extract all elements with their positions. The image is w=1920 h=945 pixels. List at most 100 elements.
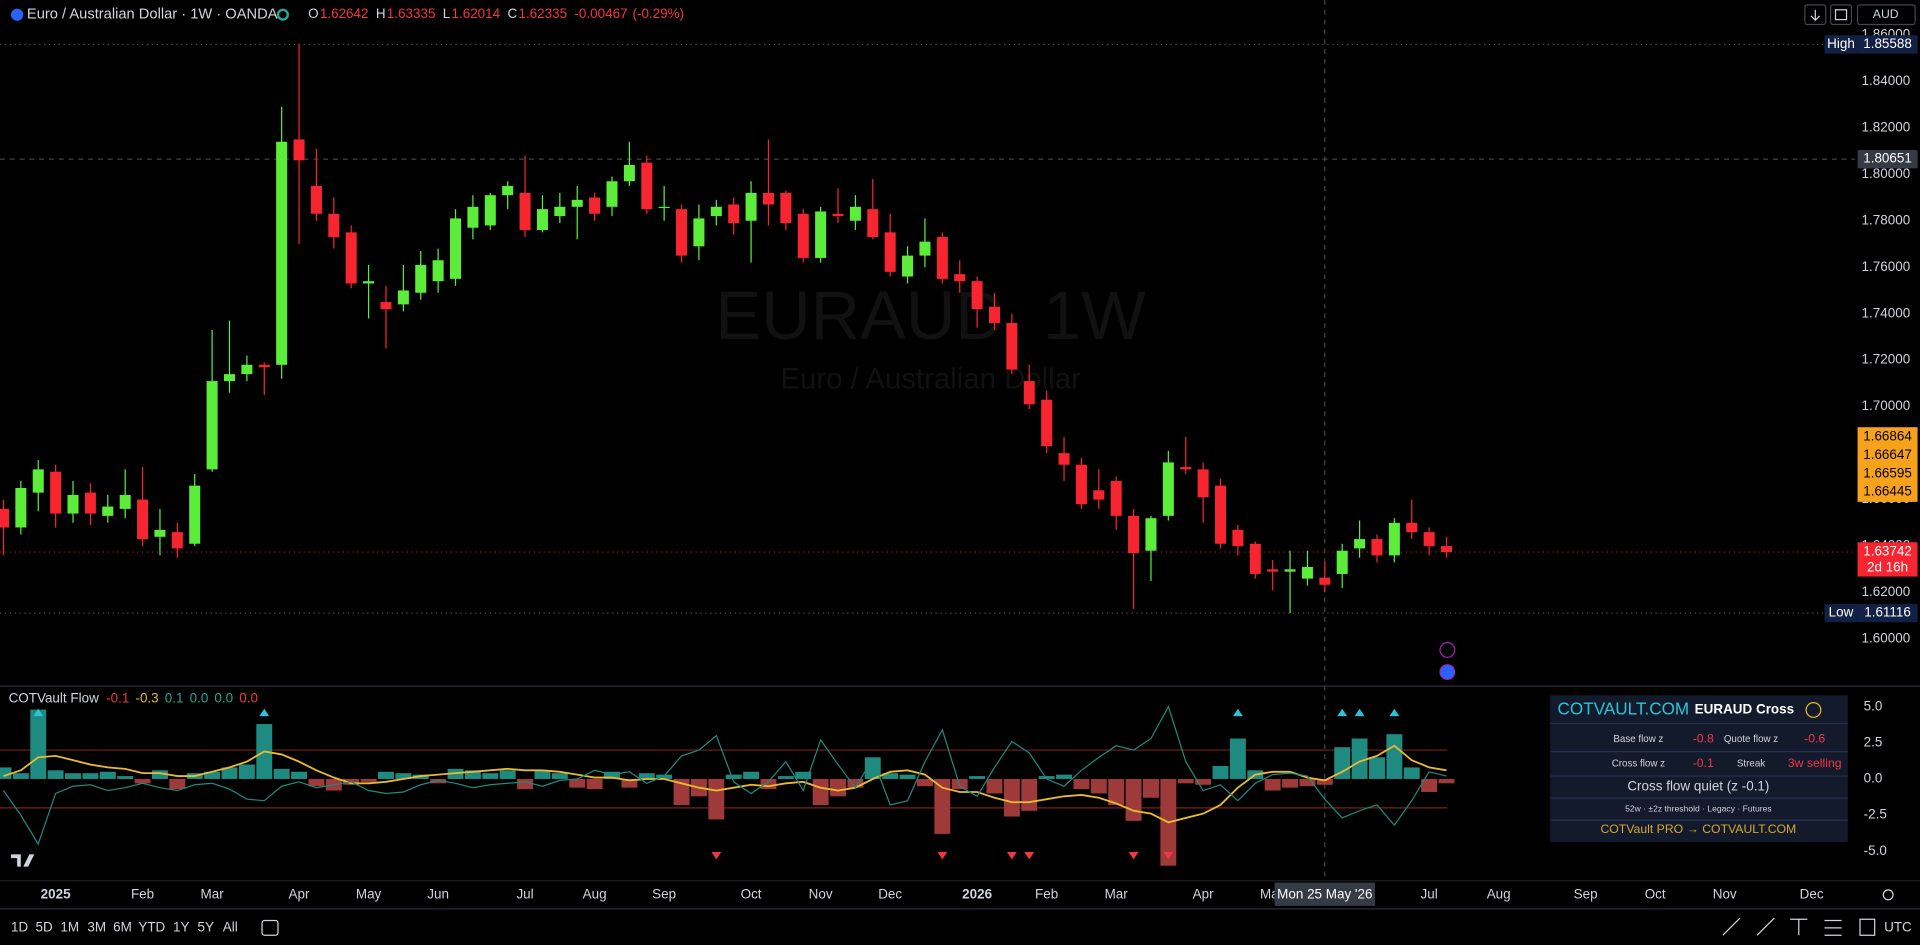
range-button[interactable]: 5Y	[197, 919, 213, 934]
flow-bar	[1299, 778, 1316, 787]
flow-bar	[812, 778, 829, 805]
info-icon	[1805, 702, 1822, 718]
flow-bar	[777, 776, 794, 779]
ohlc-key: H	[376, 6, 386, 21]
flow-bar	[551, 773, 568, 779]
table-key: Streak	[1737, 758, 1765, 769]
y-tick-label: 1.76000	[1862, 259, 1911, 274]
candle-body	[988, 306, 1000, 323]
range-button[interactable]: 5D	[35, 919, 52, 934]
y-tick-label: 1.80000	[1862, 166, 1911, 181]
table-value: -0.8	[1693, 732, 1714, 746]
x-tick-label: Oct	[741, 886, 762, 901]
x-tick-label: Jul	[516, 886, 533, 901]
y-tick-label: 1.70000	[1862, 398, 1911, 413]
flow-bar	[1021, 778, 1038, 811]
calendar-icon[interactable]	[261, 919, 279, 936]
candle-body	[1388, 522, 1400, 556]
candle-body	[0, 508, 9, 528]
candle-body	[67, 494, 79, 514]
y-tick-label: 1.84000	[1862, 73, 1911, 88]
y-tick-label: 1.72000	[1862, 352, 1911, 367]
candle-body	[137, 499, 149, 540]
candle-body	[154, 529, 166, 537]
range-button[interactable]: 3M	[87, 919, 106, 934]
watermark-name: Euro / Australian Dollar	[780, 362, 1081, 395]
x-tick-label: May	[356, 886, 382, 901]
refresh-icon	[1834, 9, 1848, 21]
flow-bar	[882, 773, 899, 779]
table-settings: 52w · ±2z threshold · Legacy · Futures	[1625, 803, 1772, 813]
ohlc-key: O	[308, 6, 318, 21]
x-tick-label: Dec	[878, 886, 902, 901]
candle-body	[606, 181, 618, 207]
flow-bar	[1108, 778, 1125, 805]
flow-bar	[1003, 778, 1020, 817]
indicator-price-bg	[1857, 427, 1918, 502]
candle-body	[171, 532, 183, 549]
download-button[interactable]	[1804, 4, 1827, 26]
buy-signal	[33, 708, 44, 717]
timezone-button[interactable]: UTC	[1884, 919, 1912, 934]
y-tick-label: 0.0	[1864, 771, 1883, 786]
table-key: Base flow z	[1613, 734, 1663, 745]
refresh-button[interactable]	[1830, 4, 1853, 26]
table-status: Cross flow quiet (z -0.1)	[1627, 779, 1769, 794]
x-tick-label: Sep	[652, 886, 676, 901]
range-button[interactable]: 6M	[113, 919, 132, 934]
candle-body	[589, 197, 601, 214]
range-button[interactable]: 1M	[60, 919, 79, 934]
range-button[interactable]: 1D	[11, 919, 28, 934]
indicator-value: -0.3	[135, 691, 158, 706]
x-tick-label: Aug	[1487, 886, 1511, 901]
flow-bar	[1212, 765, 1229, 779]
range-button[interactable]: 1Y	[173, 919, 189, 934]
x-tick-label: Feb	[1035, 886, 1058, 901]
y-tick-label: 1.74000	[1862, 305, 1911, 320]
table-value: -0.6	[1804, 732, 1825, 746]
x-tick-label: Nov	[809, 886, 833, 901]
candle-body	[1162, 462, 1174, 516]
sell-signal	[1024, 851, 1035, 860]
candle-body	[867, 209, 879, 238]
settings-icon	[1882, 889, 1894, 901]
flow-line	[3, 744, 1447, 824]
x-tick-label: 2025	[41, 886, 71, 901]
candle-body	[1406, 522, 1418, 533]
sell-signal	[1163, 851, 1174, 860]
flow-bar	[1369, 757, 1385, 779]
candle-body	[1301, 566, 1313, 579]
flow-bar	[1090, 778, 1107, 794]
crosshair-price: 1.80651	[1863, 151, 1912, 166]
candle-body	[119, 494, 131, 509]
currency-button[interactable]	[1856, 4, 1916, 26]
download-icon	[1810, 9, 1821, 22]
flow-bar	[1056, 774, 1072, 779]
indicator-price: 1.66595	[1863, 465, 1912, 480]
candle-body	[1249, 543, 1261, 574]
flow-bar	[395, 773, 412, 779]
candle-body	[397, 290, 409, 305]
event-icon	[1439, 642, 1456, 658]
x-tick-label: Jul	[1421, 886, 1438, 901]
flow-bar	[117, 776, 134, 779]
flow-line	[2, 705, 1447, 846]
flow-bar	[760, 778, 777, 790]
drawing-tools[interactable]	[1722, 917, 1876, 936]
x-tick-label: Oct	[1645, 886, 1666, 901]
price-marker-value: 1.85588	[1863, 36, 1912, 51]
x-tick-label: Mar	[201, 886, 225, 901]
candle-body	[641, 162, 653, 210]
flow-bar	[656, 774, 673, 779]
ohlc-value: 1.63335	[387, 6, 436, 21]
flow-bar	[378, 771, 394, 779]
candle-body	[432, 260, 444, 282]
range-button[interactable]: YTD	[138, 919, 165, 934]
x-tick-label: Jun	[427, 886, 449, 901]
flow-bar	[1438, 778, 1455, 784]
buy-signal	[1232, 708, 1243, 717]
x-tick-label: Aug	[583, 886, 607, 901]
last-price: 1.63742	[1863, 544, 1912, 559]
range-button[interactable]: All	[223, 919, 238, 934]
flow-bar	[604, 771, 620, 779]
